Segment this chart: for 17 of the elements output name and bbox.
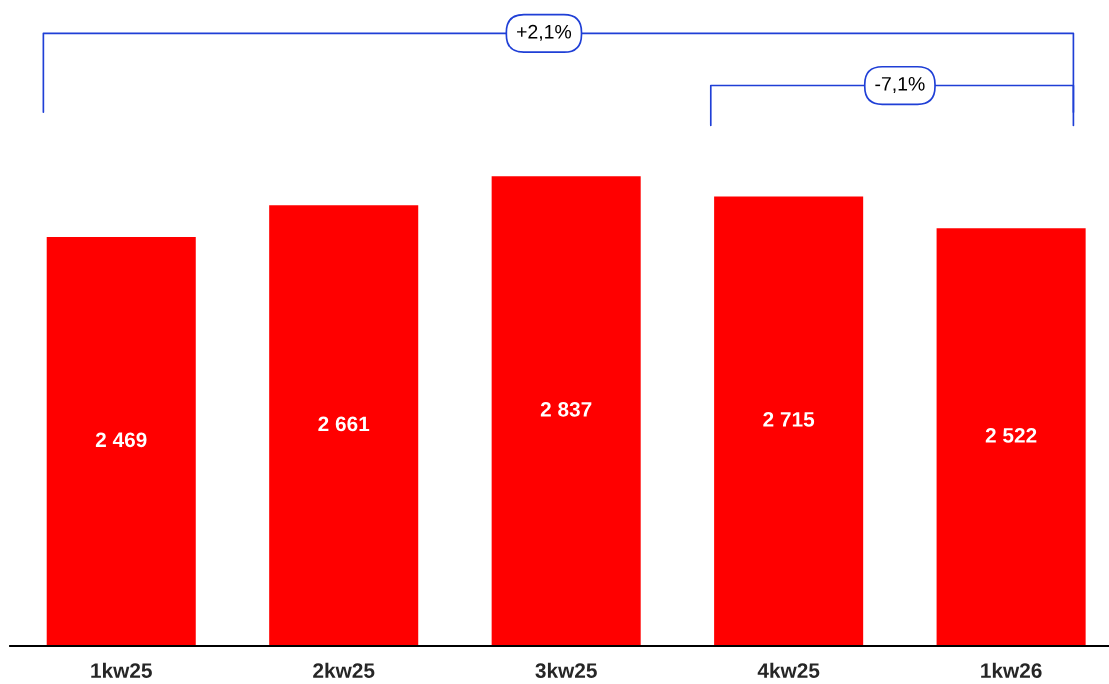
data-label: 2 522	[985, 428, 1037, 443]
text: +2,1%	[517, 24, 572, 41]
text: -7,1%	[875, 77, 925, 94]
x-tick-label: 4kw25	[757, 662, 820, 678]
x-tick-label: 1kw25	[91, 662, 152, 678]
data-label: 2 715	[763, 412, 815, 427]
x-tick-label: 3kw25	[535, 662, 597, 678]
x-tick-label: 2kw25	[313, 662, 375, 678]
x-tick-label: 1kw26	[981, 662, 1042, 678]
data-label: 2 661	[318, 416, 370, 432]
data-label: 2 837	[540, 401, 592, 417]
bar	[936, 228, 1086, 646]
data-label: 2 469	[95, 432, 147, 448]
bar	[269, 205, 419, 646]
bar	[46, 237, 196, 646]
bar	[714, 196, 864, 646]
bar	[491, 176, 641, 646]
